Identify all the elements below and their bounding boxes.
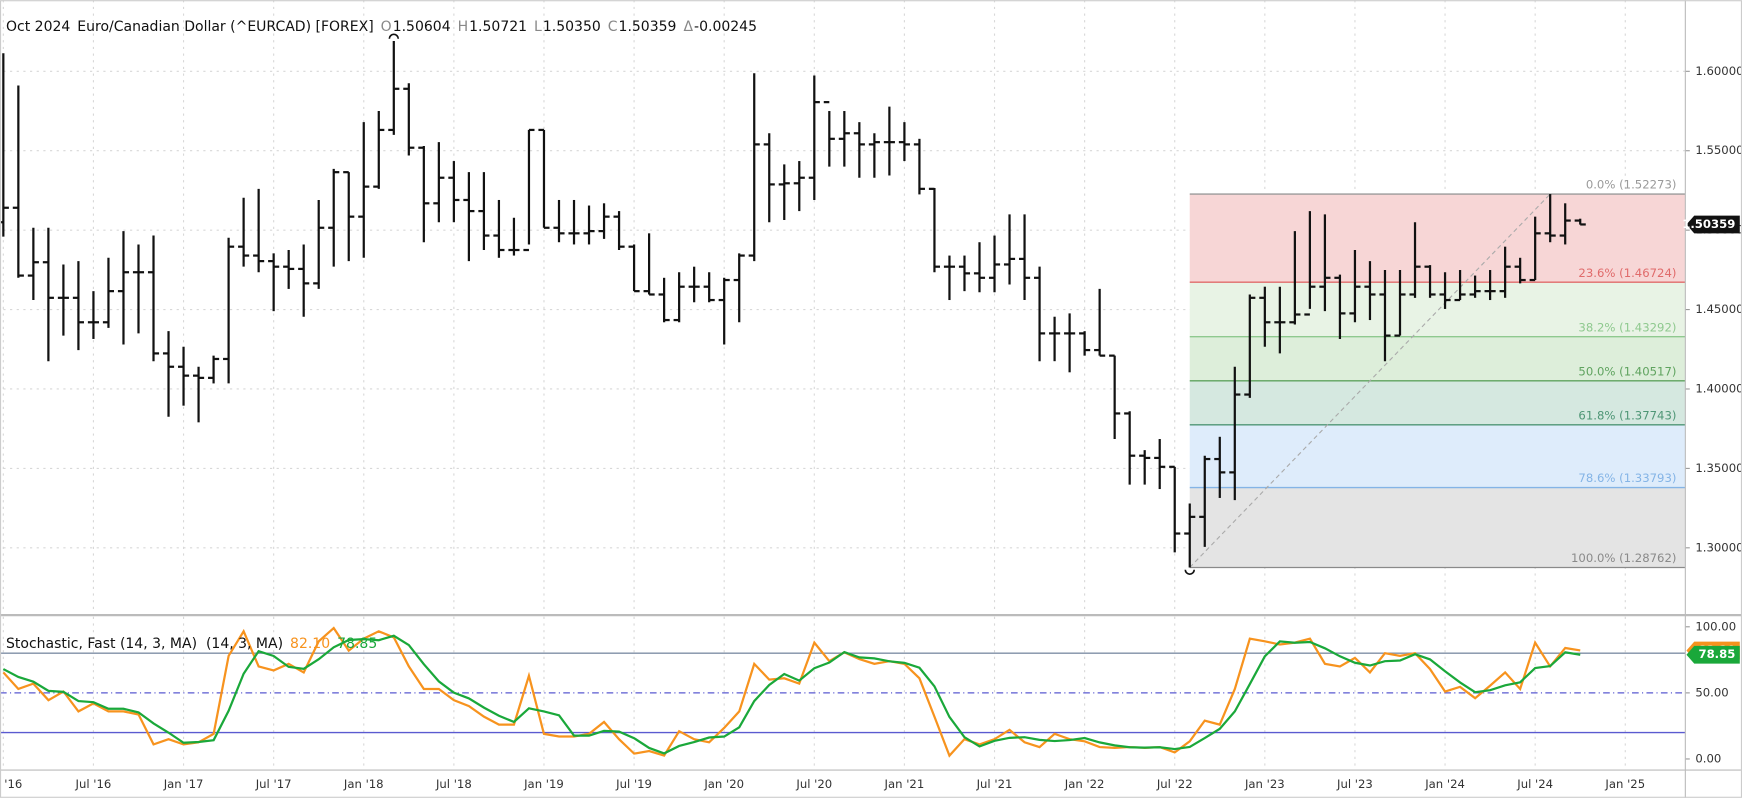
x-tick-label: Jul '16 [75,777,112,791]
fib-label: 23.6% (1.46724) [1578,266,1676,280]
fib-zone [1189,487,1686,568]
k-readout: 82.10 [290,636,331,652]
readout-value: 1.50350 [542,19,601,35]
period: Oct 2024 [6,19,71,35]
x-tick-label: '16 [4,777,22,791]
fib-trend [1189,193,1551,568]
x-tick-label: Jul '23 [1336,777,1373,791]
high-marker [388,33,400,39]
fib-label: 78.6% (1.33793) [1578,471,1676,485]
x-tick-label: Jan '20 [703,777,744,791]
x-tick-label: Jul '22 [1156,777,1193,791]
header: Oct 2024 Euro/Canadian Dollar (^EURCAD) [… [6,3,771,35]
fib-zone [1189,380,1686,425]
y-tick-label: 1.60000 [1695,64,1742,78]
stoch-tick-label: 100.00 [1695,619,1736,633]
fib-label: 50.0% (1.40517) [1578,364,1676,378]
fib-zone [1189,424,1686,488]
fib-label: 61.8% (1.37743) [1578,408,1676,422]
x-tick-label: Jul '21 [976,777,1013,791]
y-tick-label: 1.45000 [1695,302,1742,316]
readout-key: O [380,19,392,35]
fib-label: 100.0% (1.28762) [1571,551,1676,565]
readout-key: Δ [683,19,694,35]
d-readout: 78.85 [337,636,378,652]
x-tick-label: Jan '19 [523,777,564,791]
readout-value: 1.50721 [469,19,528,35]
stoch-tick-label: 50.00 [1695,685,1728,699]
x-tick-label: Jan '22 [1064,777,1105,791]
y-tick-label: 1.40000 [1695,381,1742,395]
x-tick-label: Jan '23 [1244,777,1285,791]
x-tick-label: Jul '20 [795,777,832,791]
x-tick-label: Jan '24 [1424,777,1465,791]
d-tag: 78.85 [1698,647,1735,661]
x-tick-label: Jan '25 [1604,777,1645,791]
stoch-header: Stochastic, Fast (14, 3, MA) (14, 3, MA)… [6,620,384,652]
stoch-title: Stochastic, Fast (14, 3, MA) (14, 3, MA) [6,636,284,652]
symbol: Euro/Canadian Dollar (^EURCAD) [FOREX] [77,19,374,35]
x-tick-label: Jan '17 [163,777,204,791]
low-marker [1184,569,1196,575]
readout-value: -0.00245 [694,19,757,35]
readout-value: 1.50359 [618,19,677,35]
x-tick-label: Jan '18 [343,777,384,791]
stoch-line [2,634,1581,755]
stoch-line [2,626,1581,758]
fib-label: 0.0% (1.52273) [1586,178,1677,192]
d-tag-bg [1686,645,1740,664]
readout: O1.50604 H1.50721 L1.50350 C1.50359 Δ-0.0024… [381,19,764,35]
x-tick-label: Jul '24 [1516,777,1553,791]
fib-zone [1189,194,1686,283]
y-tick-label: 1.30000 [1695,540,1742,554]
fib-label: 38.2% (1.43292) [1578,320,1676,334]
last-price-tag: 1.50359 [1682,217,1735,231]
readout-key: L [534,19,542,35]
x-tick-label: Jul '18 [435,777,472,791]
x-tick-label: Jan '21 [884,777,925,791]
fib-zone [1189,336,1686,381]
x-tick-label: Jul '17 [255,777,292,791]
y-tick-label: 1.35000 [1695,461,1742,475]
x-tick-label: Jul '19 [615,777,652,791]
stoch-tick-label: 0.00 [1695,751,1721,765]
last-price-tag-bg [1686,215,1740,234]
fib-zone [1189,282,1686,337]
readout-value: 1.50604 [392,19,451,35]
readout-key: C [607,19,618,35]
y-tick-label: 1.55000 [1695,143,1742,157]
readout-key: H [457,19,469,35]
